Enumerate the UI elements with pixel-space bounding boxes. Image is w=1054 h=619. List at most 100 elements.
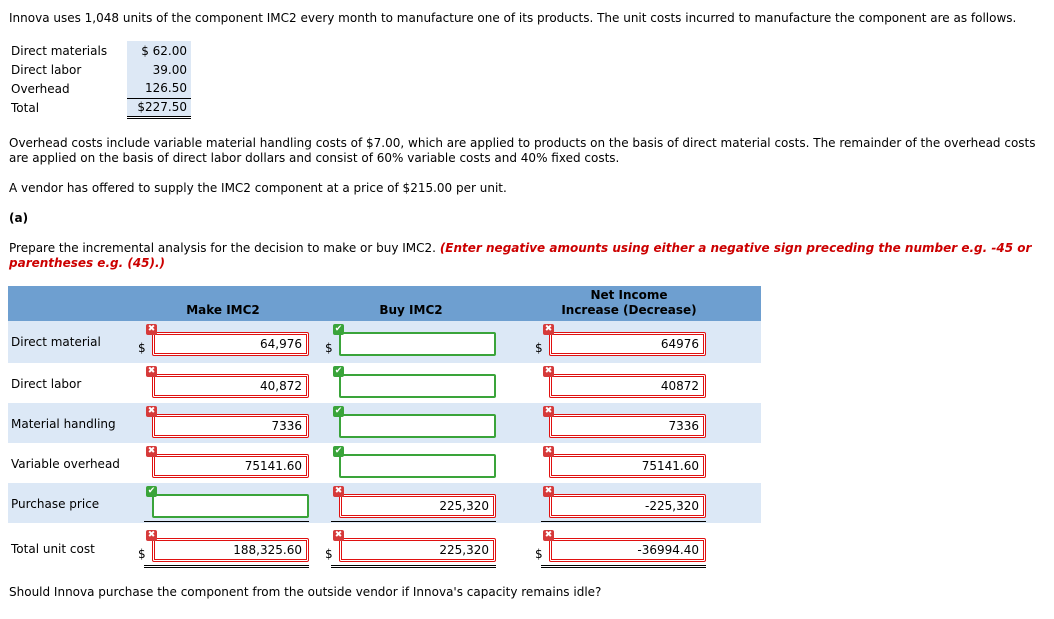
currency-symbol: $ (535, 341, 543, 355)
make-input[interactable]: 188,325.60 (152, 538, 309, 562)
buy-cell: 225,320 ✖ (331, 486, 496, 522)
unit-cost-table: Direct materials $ 62.00 Direct labor 39… (9, 41, 191, 119)
instruction-text: (Enter negative amounts using either a n… (9, 241, 1032, 270)
currency-symbol: $ (138, 547, 146, 561)
row-label: Variable overhead (11, 457, 120, 471)
error-icon: ✖ (146, 366, 157, 377)
buy-cell: $ ✔ (325, 324, 496, 356)
make-cell: 40,872 ✖ (146, 366, 309, 398)
make-input[interactable] (152, 494, 309, 518)
buy-input[interactable] (339, 374, 496, 398)
incremental-analysis-grid: Make IMC2 Buy IMC2 Net Income Increase (… (8, 286, 761, 570)
make-input[interactable]: 64,976 (152, 332, 309, 356)
make-cell: $188,325.60 ✖ (138, 530, 309, 568)
net-input[interactable]: 7336 (549, 414, 706, 438)
currency-symbol: $ (138, 341, 146, 355)
prepare-paragraph: Prepare the incremental analysis for the… (9, 241, 1049, 271)
error-icon: ✖ (543, 406, 554, 417)
buy-input[interactable]: 225,320 (339, 538, 496, 562)
error-icon: ✖ (333, 486, 344, 497)
buy-cell: $225,320 ✖ (325, 530, 496, 568)
grid-row: Variable overhead 75141.60 ✖ ✔ 75141.60 ✖ (8, 443, 761, 483)
cost-row-direct-materials: Direct materials $ 62.00 (9, 41, 191, 60)
cost-row-overhead: Overhead 126.50 (9, 79, 191, 99)
cost-label: Direct labor (11, 62, 82, 77)
question-text: Should Innova purchase the component fro… (9, 585, 602, 599)
buy-input[interactable] (339, 454, 496, 478)
net-input[interactable]: 64976 (549, 332, 706, 356)
make-input[interactable]: 7336 (152, 414, 309, 438)
net-income-header-line2: Increase (Decrease) (561, 303, 697, 317)
cost-row-total: Total $227.50 (9, 98, 191, 119)
currency-symbol: $ (325, 547, 333, 561)
net-input[interactable]: 40872 (549, 374, 706, 398)
check-icon: ✔ (333, 366, 344, 377)
total-double-rule (331, 565, 496, 568)
net-cell: 7336 ✖ (543, 406, 706, 438)
grid-row: Material handling 7336 ✖ ✔ 7336 ✖ (8, 403, 761, 443)
cost-value: 126.50 (127, 79, 191, 99)
cost-value: $ 62.00 (127, 41, 191, 60)
buy-cell: ✔ (333, 366, 496, 398)
subtotal-rule (541, 521, 706, 522)
net-income-column-header: Net Income Increase (Decrease) (548, 288, 710, 318)
cost-value: $227.50 (127, 98, 191, 119)
prepare-text: Prepare the incremental analysis for the… (9, 241, 436, 255)
overhead-text: Overhead costs include variable material… (9, 136, 1036, 165)
intro-text: Innova uses 1,048 units of the component… (9, 11, 1017, 25)
make-cell: 75141.60 ✖ (146, 446, 309, 478)
check-icon: ✔ (333, 446, 344, 457)
row-label: Purchase price (11, 497, 100, 511)
buy-input[interactable]: 225,320 (339, 494, 496, 518)
row-label: Total unit cost (11, 542, 95, 556)
currency-symbol: $ (535, 547, 543, 561)
grid-row: Direct labor 40,872 ✖ ✔ 40872 ✖ (8, 363, 761, 403)
row-label: Direct material (11, 335, 101, 349)
cost-label: Direct materials (11, 43, 108, 58)
error-icon: ✖ (543, 486, 554, 497)
make-input[interactable]: 75141.60 (152, 454, 309, 478)
net-income-header-line1: Net Income (590, 288, 668, 302)
error-icon: ✖ (543, 530, 554, 541)
buy-cell: ✔ (333, 406, 496, 438)
grid-header: Make IMC2 Buy IMC2 Net Income Increase (… (8, 286, 761, 321)
error-icon: ✖ (543, 446, 554, 457)
net-cell: 40872 ✖ (543, 366, 706, 398)
make-column-header: Make IMC2 (186, 303, 260, 317)
buy-cell: ✔ (333, 446, 496, 478)
make-input[interactable]: 40,872 (152, 374, 309, 398)
net-cell: $ -36994.40 ✖ (535, 530, 706, 568)
net-input[interactable]: 75141.60 (549, 454, 706, 478)
check-icon: ✔ (333, 324, 344, 335)
cost-label: Overhead (11, 81, 70, 96)
vendor-text: A vendor has offered to supply the IMC2 … (9, 181, 507, 195)
currency-symbol: $ (325, 341, 333, 355)
cost-value: 39.00 (127, 60, 191, 79)
make-cell: 7336 ✖ (146, 406, 309, 438)
row-label: Material handling (11, 417, 116, 431)
check-icon: ✔ (146, 486, 157, 497)
net-cell: 75141.60 ✖ (543, 446, 706, 478)
make-cell: ✔ (144, 486, 309, 522)
check-icon: ✔ (333, 406, 344, 417)
error-icon: ✖ (146, 324, 157, 335)
grid-row: Purchase price ✔ 225,320 ✖ -225,320 ✖ (8, 483, 761, 523)
row-label: Direct labor (11, 377, 82, 391)
total-double-rule (541, 565, 706, 568)
subtotal-rule (331, 521, 496, 522)
net-input[interactable]: -225,320 (549, 494, 706, 518)
subtotal-rule (144, 521, 309, 522)
net-input[interactable]: -36994.40 (549, 538, 706, 562)
error-icon: ✖ (543, 366, 554, 377)
part-label: (a) (9, 211, 29, 225)
total-double-rule (144, 565, 309, 568)
error-icon: ✖ (146, 406, 157, 417)
cost-label: Total (11, 100, 40, 115)
make-cell: $64,976 ✖ (138, 324, 309, 356)
buy-column-header: Buy IMC2 (379, 303, 443, 317)
error-icon: ✖ (543, 324, 554, 335)
cost-row-direct-labor: Direct labor 39.00 (9, 60, 191, 79)
error-icon: ✖ (333, 530, 344, 541)
buy-input[interactable] (339, 414, 496, 438)
buy-input[interactable] (339, 332, 496, 356)
